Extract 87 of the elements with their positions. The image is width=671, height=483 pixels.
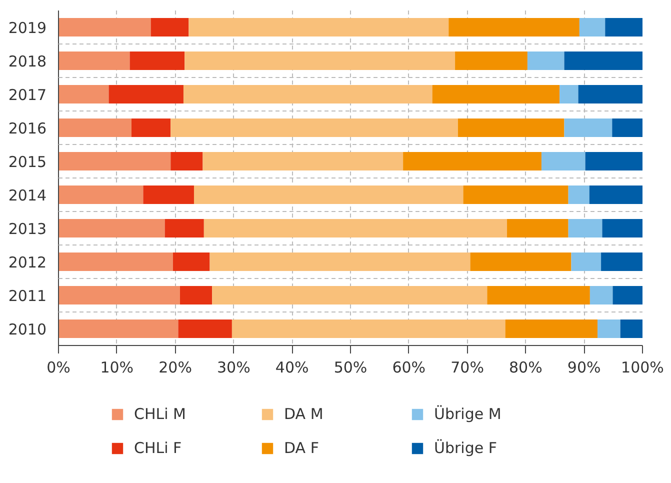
x-tick-label: 80% <box>509 358 542 376</box>
bar <box>58 186 144 204</box>
legend-label: CHLi F <box>134 439 183 457</box>
bar <box>568 219 602 238</box>
bar <box>585 152 642 170</box>
y-tick-label: 2014 <box>8 186 47 204</box>
y-tick-label: 2016 <box>8 119 47 138</box>
bar <box>589 186 642 204</box>
bar <box>130 52 185 70</box>
x-tick-label: 0% <box>46 358 70 376</box>
y-tick-label: 2011 <box>8 286 47 305</box>
y-tick-label: 2018 <box>8 52 47 70</box>
bar <box>58 152 171 170</box>
bar <box>458 118 564 137</box>
bar <box>58 219 165 238</box>
bar <box>487 286 590 304</box>
bar <box>578 85 642 104</box>
y-tick-label: 2010 <box>8 320 47 338</box>
x-tick-label: 10% <box>100 358 134 376</box>
bar <box>204 219 508 238</box>
legend-label: Übrige M <box>434 405 502 423</box>
bar <box>58 85 109 104</box>
bar <box>170 152 203 170</box>
bar <box>58 286 180 304</box>
bar <box>172 252 210 271</box>
bar <box>463 186 568 204</box>
x-tick-label: 60% <box>392 358 426 376</box>
bar <box>58 52 130 70</box>
bar <box>180 286 212 304</box>
bar <box>605 18 642 36</box>
y-tick-label: 2015 <box>8 152 47 171</box>
x-tick-label: 100% <box>621 358 664 376</box>
bar <box>598 320 620 338</box>
bar <box>212 286 488 304</box>
bar <box>232 320 506 338</box>
bar <box>210 252 470 271</box>
bar <box>183 85 432 104</box>
bar <box>58 18 151 36</box>
legend-label: DA M <box>284 405 324 423</box>
bar <box>564 52 642 70</box>
bar <box>132 118 171 137</box>
bar <box>590 286 613 304</box>
bar <box>150 18 189 36</box>
y-tick-label: 2013 <box>8 220 47 238</box>
bar <box>564 118 612 137</box>
x-tick-label: 90% <box>567 358 601 376</box>
bar <box>194 186 464 204</box>
bar <box>560 85 578 104</box>
bar <box>184 52 456 70</box>
legend-label: DA F <box>284 439 320 457</box>
bar <box>448 18 580 36</box>
x-tick-label: 50% <box>334 358 368 376</box>
bar <box>143 186 194 204</box>
bar <box>571 252 602 271</box>
bar <box>455 52 528 70</box>
y-tick-label: 2012 <box>8 253 47 272</box>
bar <box>612 118 642 137</box>
bar <box>470 252 572 271</box>
bar <box>507 219 568 238</box>
bar <box>178 320 232 338</box>
bar <box>505 320 598 338</box>
bar <box>164 219 204 238</box>
bar <box>527 52 564 70</box>
legend-label: Übrige F <box>434 439 498 457</box>
bar <box>202 152 404 170</box>
bar <box>58 118 132 137</box>
y-tick-label: 2017 <box>8 86 47 104</box>
bar <box>620 320 642 338</box>
legend-label: CHLi M <box>134 405 187 423</box>
x-tick-label: 20% <box>158 358 192 376</box>
bar <box>403 152 542 170</box>
x-tick-label: 40% <box>275 358 309 376</box>
bar <box>108 85 184 104</box>
x-tick-label: 70% <box>450 358 484 376</box>
bar <box>602 219 642 238</box>
bar <box>432 85 560 104</box>
x-tick-label: 30% <box>217 358 250 376</box>
bar <box>541 152 586 170</box>
bar <box>579 18 606 36</box>
bar <box>568 186 590 204</box>
y-tick-label: 2019 <box>8 18 47 37</box>
bar <box>58 252 173 271</box>
bar <box>601 252 642 271</box>
bar <box>170 118 458 137</box>
bar <box>58 320 178 338</box>
bar <box>612 286 642 304</box>
bar <box>188 18 449 36</box>
